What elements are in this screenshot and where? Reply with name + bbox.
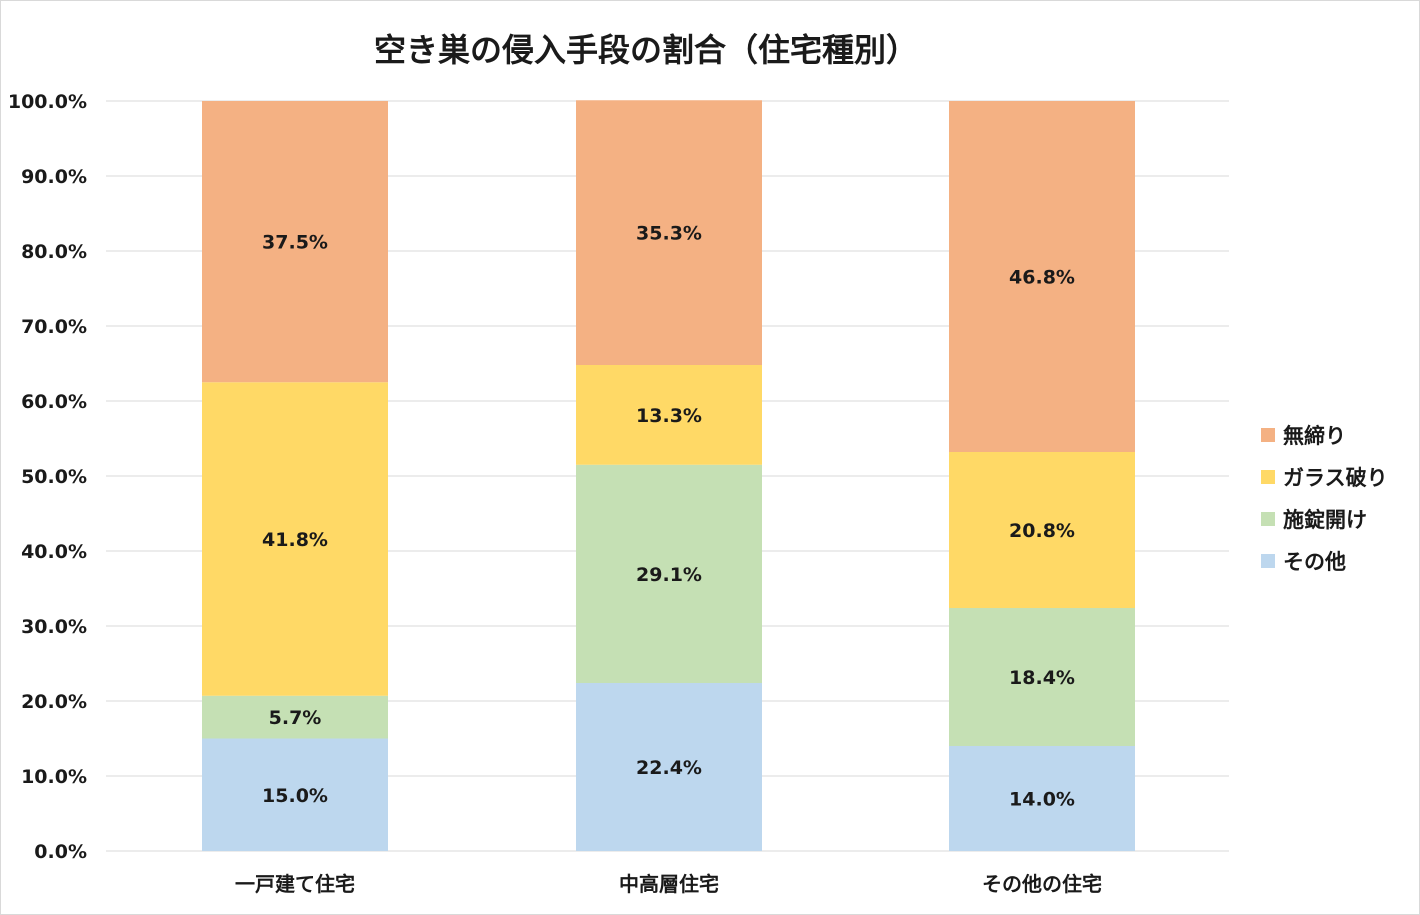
legend-item: 無締り <box>1261 414 1388 456</box>
data-label: 37.5% <box>262 232 328 254</box>
y-tick-label: 60.0% <box>21 391 87 413</box>
legend-label: 施錠開け <box>1283 508 1367 532</box>
data-label: 5.7% <box>269 707 322 729</box>
x-axis-ticks: 一戸建て住宅 中高層住宅 その他の住宅 <box>235 872 1102 896</box>
bar-segment <box>202 382 388 696</box>
legend-swatch <box>1261 512 1275 526</box>
data-label: 13.3% <box>636 405 702 427</box>
bar-segment <box>949 608 1135 746</box>
bar-segment <box>576 365 762 465</box>
bars <box>202 100 1135 851</box>
y-tick-label: 70.0% <box>21 316 87 338</box>
bar-segment <box>949 101 1135 452</box>
data-label: 22.4% <box>636 757 702 779</box>
bar-segment <box>949 746 1135 851</box>
y-tick-label: 50.0% <box>21 466 87 488</box>
legend-item: 施錠開け <box>1261 498 1388 540</box>
legend-swatch <box>1261 470 1275 484</box>
legend: 無締りガラス破り施錠開けその他 <box>1261 414 1388 582</box>
y-tick-label: 10.0% <box>21 766 87 788</box>
data-label: 14.0% <box>1009 789 1075 811</box>
data-label: 20.8% <box>1009 520 1075 542</box>
legend-item: その他 <box>1261 540 1388 582</box>
bar-segment <box>202 101 388 383</box>
y-tick-label: 30.0% <box>21 616 87 638</box>
data-label: 46.8% <box>1009 267 1075 289</box>
legend-label: 無締り <box>1283 424 1346 448</box>
data-label: 29.1% <box>636 564 702 586</box>
bar-segment <box>202 738 388 851</box>
y-tick-label: 80.0% <box>21 241 87 263</box>
bar-segment <box>576 100 762 365</box>
x-tick-label: その他の住宅 <box>982 872 1102 896</box>
x-tick-label: 一戸建て住宅 <box>235 872 355 896</box>
data-label: 35.3% <box>636 223 702 245</box>
y-tick-label: 40.0% <box>21 541 87 563</box>
data-label: 18.4% <box>1009 667 1075 689</box>
y-axis-ticks: 0.0% 10.0% 20.0% 30.0% 40.0% 50.0% 60.0% 70.0% 8… <box>8 91 87 863</box>
y-tick-label: 100.0% <box>8 91 87 113</box>
legend-swatch <box>1261 554 1275 568</box>
legend-label: その他 <box>1283 550 1346 574</box>
x-tick-label: 中高層住宅 <box>619 872 719 896</box>
bar-segment <box>949 452 1135 608</box>
y-tick-label: 90.0% <box>21 166 87 188</box>
data-labels: 15.0% 5.7% 41.8% 37.5% 22.4% 29.1% 13.3% 35.3% 1… <box>262 223 1075 811</box>
y-tick-label: 20.0% <box>21 691 87 713</box>
data-label: 41.8% <box>262 529 328 551</box>
data-label: 15.0% <box>262 785 328 807</box>
chart-title: 空き巣の侵入手段の割合（住宅種別） <box>373 31 918 69</box>
bar-segment <box>576 683 762 851</box>
legend-label: ガラス破り <box>1283 466 1388 490</box>
legend-item: ガラス破り <box>1261 456 1388 498</box>
y-tick-label: 0.0% <box>34 841 87 863</box>
bar-segment <box>202 695 388 739</box>
bar-segment <box>576 464 762 683</box>
legend-swatch <box>1261 428 1275 442</box>
